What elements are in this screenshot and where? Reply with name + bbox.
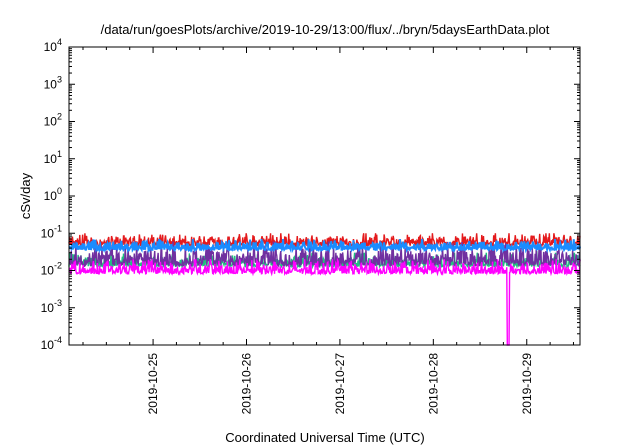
series-layer xyxy=(68,233,581,346)
series-line xyxy=(68,257,581,346)
x-tick-label: 2019-10-25 xyxy=(146,353,160,415)
y-axis-label: cSv/day xyxy=(18,172,33,219)
chart-title: /data/run/goesPlots/archive/2019-10-29/1… xyxy=(101,22,550,37)
x-tick-label: 2019-10-27 xyxy=(333,353,347,415)
x-tick-label: 2019-10-26 xyxy=(239,353,253,415)
y-tick-label: 100 xyxy=(44,186,62,203)
x-axis: 2019-10-25 2019-10-26 2019-10-27 2019-10-28… xyxy=(82,47,574,415)
x-tick-label: 2019-10-28 xyxy=(426,353,440,415)
y-axis: 104 103 102 101 100 10-1 10-2 10-3 10-4 xyxy=(41,37,580,352)
y-tick-label: 101 xyxy=(44,149,62,166)
y-tick-label: 10-1 xyxy=(41,223,62,240)
x-axis-label: Coordinated Universal Time (UTC) xyxy=(225,430,424,445)
series-line xyxy=(68,238,581,254)
y-tick-label: 103 xyxy=(44,74,62,91)
x-tick-label: 2019-10-29 xyxy=(520,353,534,415)
y-tick-label: 10-4 xyxy=(41,335,62,352)
y-tick-label: 10-2 xyxy=(41,261,62,278)
y-tick-label: 104 xyxy=(44,37,62,54)
y-tick-label: 102 xyxy=(44,112,62,129)
y-tick-label: 10-3 xyxy=(41,298,62,315)
series-line xyxy=(68,241,581,269)
plot-frame xyxy=(68,46,581,346)
